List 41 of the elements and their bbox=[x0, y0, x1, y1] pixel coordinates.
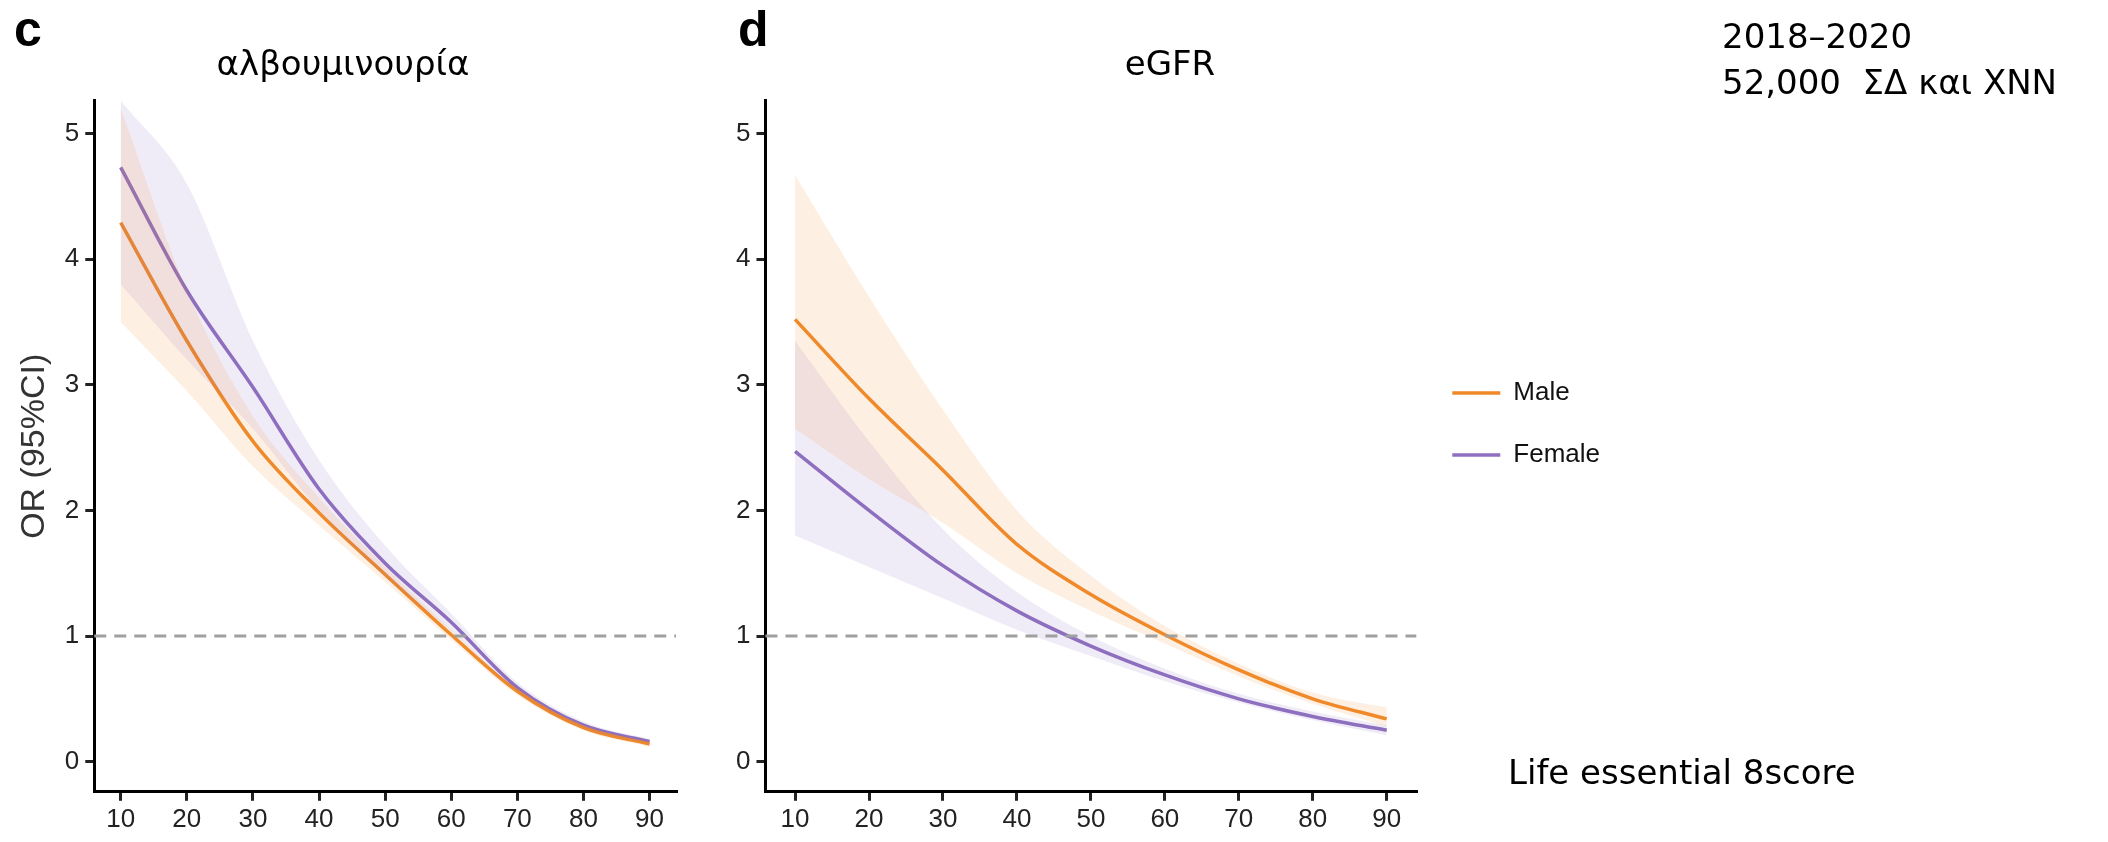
x-tick-label: 30 bbox=[928, 802, 958, 833]
x-tick-label: 30 bbox=[238, 802, 268, 833]
x-tick-label: 70 bbox=[502, 802, 532, 833]
x-tick-label: 80 bbox=[568, 802, 598, 833]
text: d bbox=[738, 0, 769, 58]
text: c bbox=[14, 0, 42, 58]
x-tick-label: 70 bbox=[1224, 802, 1254, 833]
x-tick-label: 20 bbox=[854, 802, 884, 833]
y-tick-label: 4 bbox=[64, 242, 80, 273]
x-tick-label: 90 bbox=[635, 802, 665, 833]
x-tick-label: 50 bbox=[1076, 802, 1106, 833]
y-tick-label: 3 bbox=[735, 367, 751, 398]
y-tick-label: 1 bbox=[735, 619, 751, 650]
x-tick-label: 60 bbox=[1150, 802, 1180, 833]
text: 52,000 ΣΔ και ΧΝΝ bbox=[1722, 62, 2058, 102]
legend-label: Male bbox=[1513, 376, 1570, 407]
y-tick-label: 0 bbox=[735, 744, 751, 775]
text: Life essential 8score bbox=[1508, 752, 1856, 792]
y-tick-label: 1 bbox=[64, 619, 80, 650]
y-tick-label: 5 bbox=[735, 116, 751, 147]
y-tick-label: 0 bbox=[64, 744, 80, 775]
y-tick-label: 2 bbox=[64, 493, 80, 524]
x-tick-label: 20 bbox=[172, 802, 202, 833]
y-tick-label: 3 bbox=[64, 367, 80, 398]
x-tick-label: 40 bbox=[304, 802, 334, 833]
chart-title: eGFR bbox=[1124, 43, 1216, 84]
y-tick-label: 2 bbox=[735, 493, 751, 524]
x-tick-label: 90 bbox=[1372, 802, 1402, 833]
x-tick-label: 40 bbox=[1002, 802, 1032, 833]
legend-label: Female bbox=[1513, 438, 1601, 469]
y-tick-label: 5 bbox=[64, 116, 80, 147]
x-tick-label: 10 bbox=[780, 802, 810, 833]
chart-title: αλβουμινουρία bbox=[216, 43, 470, 84]
x-tick-label: 60 bbox=[436, 802, 466, 833]
x-tick-label: 50 bbox=[370, 802, 400, 833]
x-tick-label: 80 bbox=[1298, 802, 1328, 833]
line-series bbox=[793, 449, 1389, 732]
y-axis-title: OR (95%CI) bbox=[12, 353, 51, 539]
y-tick-label: 4 bbox=[735, 242, 751, 273]
text: 2018–2020 bbox=[1722, 16, 1913, 56]
x-tick-label: 10 bbox=[106, 802, 136, 833]
